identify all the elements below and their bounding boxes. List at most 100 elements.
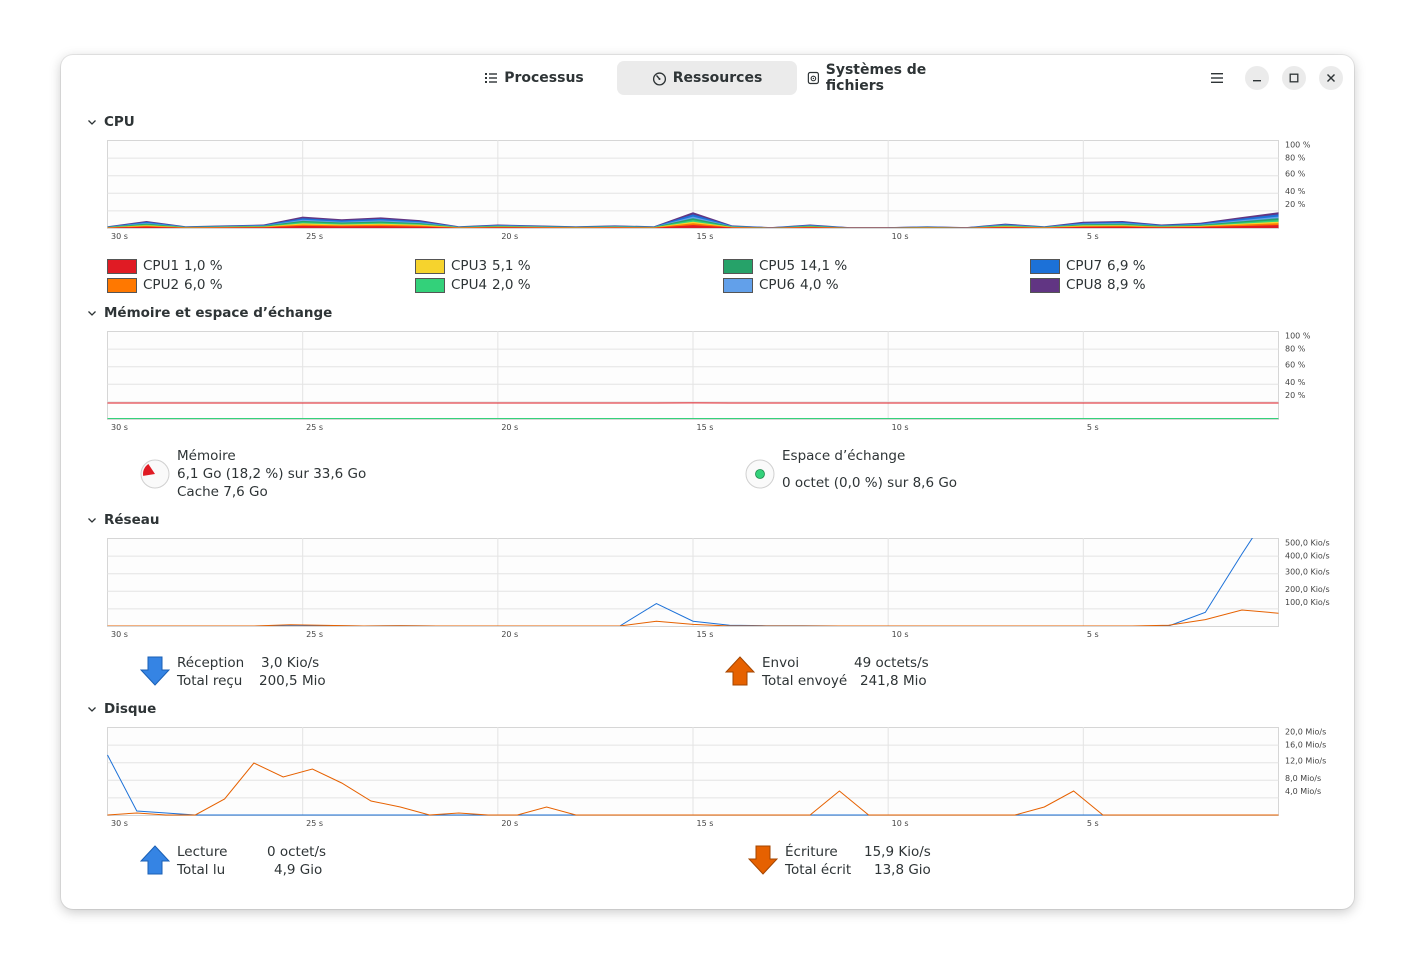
disk-y-tick-label: 12,0 Mio/s — [1285, 756, 1326, 765]
tab-systemes-label: Systèmes de fichiers — [825, 62, 927, 94]
swap-usage: 0 octet (0,0 %) sur 8,6 Go — [782, 475, 958, 491]
memory-y-tick-label: 100 % — [1285, 331, 1311, 340]
tab-processus-label: Processus — [504, 70, 584, 86]
cpu-legend-name: CPU2 — [143, 277, 180, 293]
network-x-tick-label: 30 s — [111, 630, 128, 639]
cpu-color-swatch[interactable] — [415, 258, 445, 274]
cpu-color-swatch[interactable] — [107, 277, 137, 293]
memory-usage: 6,1 Go (18,2 %) sur 33,6 Go — [177, 466, 367, 482]
tab-ressources[interactable]: Ressources — [617, 61, 797, 95]
upload-arrow-icon — [725, 656, 755, 686]
cpu-color-swatch[interactable] — [723, 277, 753, 293]
tab-processus[interactable]: Processus — [467, 61, 601, 95]
cpu-x-tick-label: 30 s — [111, 232, 128, 241]
close-icon — [1327, 74, 1335, 82]
receive-label: Réception — [177, 655, 245, 671]
network-x-tick-label: 10 s — [892, 630, 909, 639]
cpu-section-toggle[interactable]: CPU — [87, 113, 135, 131]
disk-x-tick-label: 25 s — [306, 819, 323, 828]
memory-y-tick-label: 80 % — [1285, 345, 1306, 354]
menu-icon — [1211, 73, 1223, 83]
network-section-toggle[interactable]: Réseau — [87, 511, 159, 529]
list-icon — [485, 73, 498, 83]
cpu-legend-item-cpu2[interactable]: CPU2 6,0 % — [107, 276, 223, 294]
cpu-section-title: CPU — [104, 114, 135, 130]
network-receive-info: Réception 3,0 Kio/s Total reçu 200,5 Mio — [177, 654, 326, 690]
swap-info: Espace d’échange 0 octet (0,0 %) sur 8,6… — [782, 447, 957, 492]
close-button[interactable] — [1319, 66, 1343, 90]
cpu-y-tick-label: 20 % — [1285, 200, 1306, 209]
cpu-legend-value: 5,1 % — [492, 258, 531, 274]
cpu-legend-item-cpu3[interactable]: CPU3 5,1 % — [415, 257, 531, 275]
cpu-x-tick-label: 20 s — [501, 232, 518, 241]
memory-x-tick-label: 5 s — [1087, 423, 1099, 432]
tab-ressources-label: Ressources — [672, 70, 763, 86]
write-total-value: 13,8 Gio — [874, 862, 931, 878]
speedometer-icon — [652, 71, 666, 86]
network-section-title: Réseau — [104, 512, 160, 528]
cpu-color-swatch[interactable] — [415, 277, 445, 293]
cpu-legend-item-cpu6[interactable]: CPU6 4,0 % — [723, 276, 839, 294]
memory-section-title: Mémoire et espace d’échange — [104, 305, 333, 321]
cpu-legend-value: 6,9 % — [1107, 258, 1146, 274]
cpu-x-tick-label: 5 s — [1087, 232, 1099, 241]
cpu-color-swatch[interactable] — [107, 258, 137, 274]
cpu-legend-item-cpu5[interactable]: CPU5 14,1 % — [723, 257, 847, 275]
minimize-button[interactable] — [1245, 66, 1269, 90]
disk-section-title: Disque — [104, 701, 157, 717]
disk-read-info: Lecture 0 octet/s Total lu 4,9 Gio — [177, 843, 326, 879]
disk-write-info: Écriture 15,9 Kio/s Total écrit 13,8 Gio — [785, 843, 931, 879]
cpu-color-swatch[interactable] — [1030, 277, 1060, 293]
disk-section-toggle[interactable]: Disque — [87, 700, 156, 718]
cpu-y-tick-label: 100 % — [1285, 140, 1311, 149]
download-arrow-icon — [140, 656, 170, 686]
cpu-legend-item-cpu4[interactable]: CPU4 2,0 % — [415, 276, 531, 294]
write-label: Écriture — [785, 844, 838, 860]
read-total-label: Total lu — [177, 862, 226, 878]
read-total-value: 4,9 Gio — [274, 862, 323, 878]
cpu-legend-item-cpu7[interactable]: CPU7 6,9 % — [1030, 257, 1146, 275]
read-value: 0 octet/s — [267, 844, 327, 860]
send-total-value: 241,8 Mio — [860, 673, 927, 689]
tab-systemes-de-fichiers[interactable]: Systèmes de fichiers — [807, 61, 975, 95]
maximize-icon — [1289, 73, 1299, 83]
read-label: Lecture — [177, 844, 228, 860]
cpu-x-tick-label: 25 s — [306, 232, 323, 241]
disk-x-tick-label: 5 s — [1087, 819, 1099, 828]
memory-x-tick-label: 30 s — [111, 423, 128, 432]
network-y-tick-label: 500,0 Kio/s — [1285, 538, 1330, 547]
memory-label: Mémoire — [177, 448, 236, 464]
cpu-legend-value: 2,0 % — [492, 277, 531, 293]
cpu-y-tick-label: 80 % — [1285, 154, 1306, 163]
cpu-legend-value: 6,0 % — [184, 277, 223, 293]
disk-x-tick-label: 30 s — [111, 819, 128, 828]
memory-pie-slice — [143, 463, 155, 476]
receive-line — [107, 538, 1253, 626]
cpu-color-swatch[interactable] — [1030, 258, 1060, 274]
maximize-button[interactable] — [1282, 66, 1306, 90]
cpu-legend-item-cpu8[interactable]: CPU8 8,9 % — [1030, 276, 1146, 294]
send-total-label: Total envoyé — [762, 673, 848, 689]
disk-icon — [807, 71, 819, 85]
cpu-y-tick-label: 60 % — [1285, 169, 1306, 178]
memory-section-toggle[interactable]: Mémoire et espace d’échange — [87, 304, 332, 322]
write-total-label: Total écrit — [785, 862, 852, 878]
network-y-tick-label: 400,0 Kio/s — [1285, 552, 1330, 561]
swap-pie-icon — [745, 459, 775, 489]
main-menu-button[interactable] — [1205, 66, 1229, 90]
receive-value: 3,0 Kio/s — [261, 655, 320, 671]
write-arrow-icon — [748, 845, 778, 875]
receive-total-value: 200,5 Mio — [259, 673, 326, 689]
disk-x-tick-label: 10 s — [892, 819, 909, 828]
disk-x-tick-label: 20 s — [501, 819, 518, 828]
read-arrow-icon — [140, 845, 170, 875]
cpu-legend-name: CPU1 — [143, 258, 180, 274]
memory-y-tick-label: 40 % — [1285, 378, 1306, 387]
cpu-color-swatch[interactable] — [723, 258, 753, 274]
minimize-icon — [1253, 80, 1261, 82]
cpu-legend-name: CPU7 — [1066, 258, 1103, 274]
write-line — [107, 762, 1279, 816]
cpu-legend-item-cpu1[interactable]: CPU1 1,0 % — [107, 257, 223, 275]
network-graph: 500,0 Kio/s 400,0 Kio/s 300,0 Kio/s 200,0 K… — [107, 537, 1347, 645]
cpu-x-tick-label: 10 s — [892, 232, 909, 241]
